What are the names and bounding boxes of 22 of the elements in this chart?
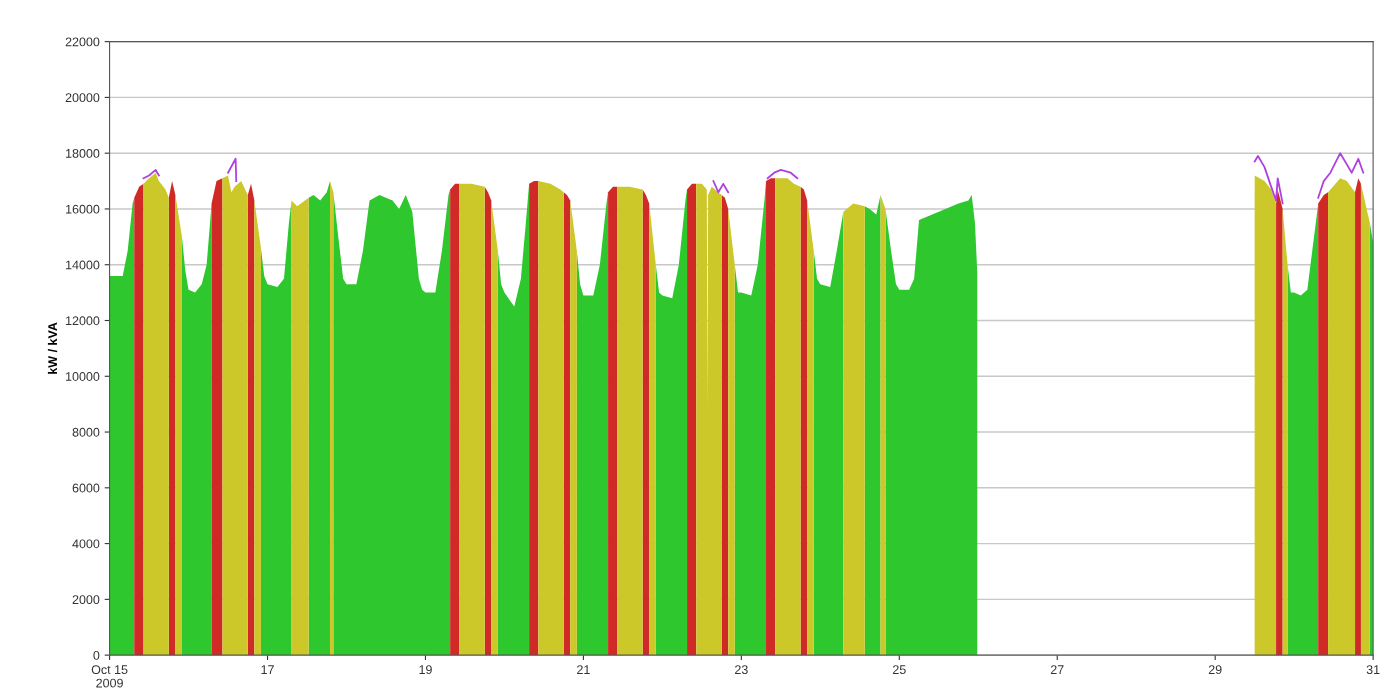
y-tick-label: 14000 xyxy=(66,260,100,270)
y-axis-title: kW / kVA xyxy=(47,322,58,374)
y-tick-label: 16000 xyxy=(66,204,100,214)
y-tick-label: 18000 xyxy=(66,148,100,158)
x-tick-label: 17 xyxy=(261,665,274,674)
y-tick-label: 8000 xyxy=(72,427,100,437)
y-tick-label: 4000 xyxy=(72,539,100,549)
y-tick-label: 22000 xyxy=(65,37,100,47)
x-tick-label: 27 xyxy=(1050,665,1064,674)
x-tick-label: 31 xyxy=(1366,665,1380,675)
x-tick-label: 19 xyxy=(419,665,432,675)
y-tick-label: 12000 xyxy=(66,316,100,326)
y-tick-label: 6000 xyxy=(72,483,100,493)
y-tick-label: 20000 xyxy=(65,93,100,103)
y-tick-label: 10000 xyxy=(66,372,100,381)
x-tick-label: 25 xyxy=(892,665,906,675)
y-tick-label: 0 xyxy=(93,650,100,660)
x-tick-label: 29 xyxy=(1208,665,1222,675)
x-tick-label: 21 xyxy=(577,665,590,674)
y-tick-label: 2000 xyxy=(72,595,100,605)
x-tick-label: Oct 15 2009 xyxy=(91,665,128,688)
x-tick-label: 23 xyxy=(735,665,748,675)
